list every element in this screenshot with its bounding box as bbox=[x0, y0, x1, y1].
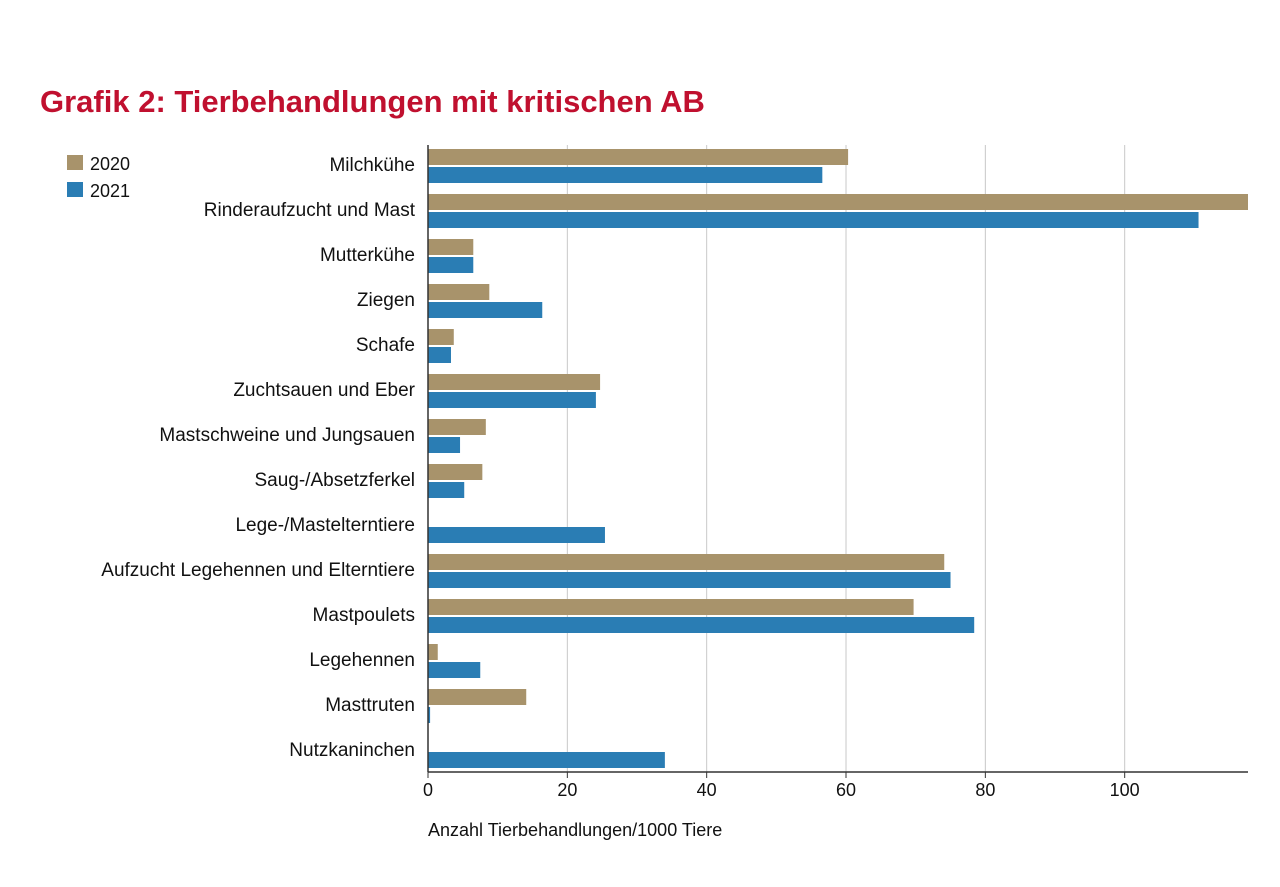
bar-2021 bbox=[428, 347, 451, 363]
category-label: Aufzucht Legehennen und Elterntiere bbox=[101, 560, 415, 581]
bar-2021 bbox=[428, 527, 605, 543]
bar-2021 bbox=[428, 392, 596, 408]
legend-label: 2020 bbox=[90, 154, 130, 174]
bar-2020 bbox=[428, 464, 483, 480]
x-tick-label: 80 bbox=[975, 780, 995, 800]
bar-2020 bbox=[428, 599, 914, 615]
chart-title: Grafik 2: Tierbehandlungen mit kritische… bbox=[40, 84, 705, 119]
bar-2021 bbox=[428, 707, 431, 723]
x-tick-label: 60 bbox=[836, 780, 856, 800]
category-label: Schafe bbox=[356, 335, 415, 356]
bar-2020 bbox=[428, 194, 1248, 210]
bar-2021 bbox=[428, 437, 461, 453]
category-label: Rinderaufzucht und Mast bbox=[204, 200, 416, 221]
bar-2020 bbox=[428, 149, 849, 165]
bar-2020 bbox=[428, 239, 474, 255]
category-label: Ziegen bbox=[357, 290, 415, 311]
bar-2020 bbox=[428, 329, 454, 345]
bar-2021 bbox=[428, 662, 481, 678]
category-label: Nutzkaninchen bbox=[289, 740, 415, 761]
bar-2021 bbox=[428, 617, 975, 633]
category-label: Milchkühe bbox=[329, 155, 415, 176]
category-label: Saug-/Absetzferkel bbox=[254, 470, 415, 491]
category-label: Legehennen bbox=[309, 650, 415, 671]
category-label: Masttruten bbox=[325, 695, 415, 716]
bar-2020 bbox=[428, 689, 527, 705]
legend-swatch-2020 bbox=[67, 155, 83, 170]
x-axis-label: Anzahl Tierbehandlungen/1000 Tiere bbox=[428, 820, 722, 840]
bar-2020 bbox=[428, 644, 438, 660]
x-tick-label: 40 bbox=[697, 780, 717, 800]
bar-2021 bbox=[428, 482, 465, 498]
x-tick-label: 100 bbox=[1110, 780, 1140, 800]
legend-label: 2021 bbox=[90, 181, 130, 201]
bar-2020 bbox=[428, 284, 490, 300]
legend-swatch-2021 bbox=[67, 182, 83, 197]
category-label: Mutterkühe bbox=[320, 245, 415, 266]
category-label: Zuchtsauen und Eber bbox=[233, 380, 415, 401]
bar-2020 bbox=[428, 554, 945, 570]
category-label: Mastpoulets bbox=[313, 605, 415, 626]
bar-2021 bbox=[428, 302, 543, 318]
bar-2021 bbox=[428, 257, 474, 273]
bar-2021 bbox=[428, 167, 823, 183]
category-label: Mastschweine und Jungsauen bbox=[159, 425, 415, 446]
bar-2021 bbox=[428, 212, 1199, 228]
x-tick-label: 0 bbox=[423, 780, 433, 800]
bar-2021 bbox=[428, 752, 665, 768]
x-tick-label: 20 bbox=[557, 780, 577, 800]
bar-2021 bbox=[428, 572, 951, 588]
bar-2020 bbox=[428, 419, 486, 435]
category-label: Lege-/Mastelterntiere bbox=[235, 515, 415, 536]
bar-2020 bbox=[428, 374, 601, 390]
